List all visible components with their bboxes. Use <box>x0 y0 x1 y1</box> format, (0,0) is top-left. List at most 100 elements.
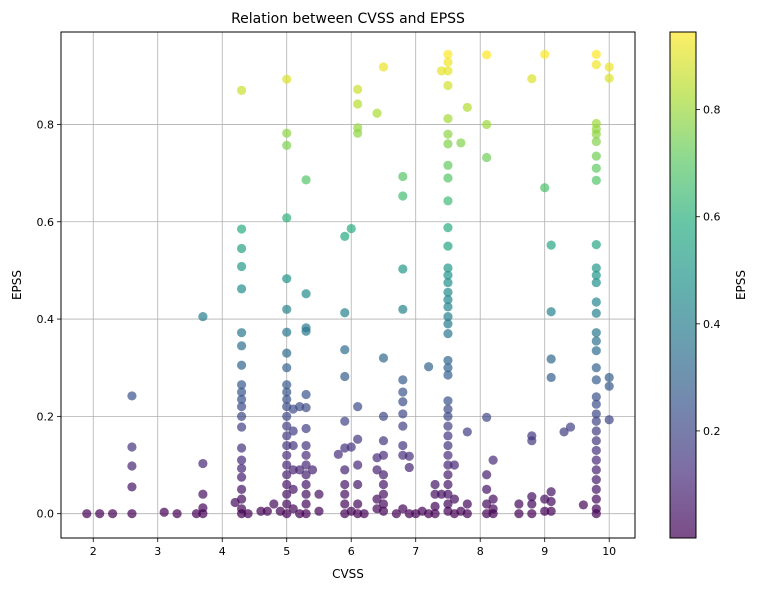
data-point <box>262 506 272 516</box>
data-point <box>591 426 601 436</box>
data-point <box>236 394 247 404</box>
data-point <box>591 297 601 307</box>
data-point <box>282 327 292 337</box>
data-point <box>591 445 601 456</box>
data-point <box>482 412 492 422</box>
data-point <box>295 509 305 519</box>
data-point <box>288 504 298 514</box>
data-point <box>295 465 305 475</box>
data-point <box>443 329 453 339</box>
data-point <box>256 506 266 516</box>
data-point <box>353 84 363 95</box>
colorbar-tick-label: 0.4 <box>703 318 721 331</box>
data-point <box>591 308 601 318</box>
data-point <box>288 440 298 451</box>
data-point <box>301 289 311 299</box>
data-point <box>546 496 556 507</box>
data-point <box>282 363 292 373</box>
y-tick-label: 0.8 <box>37 118 55 131</box>
data-point <box>436 66 447 76</box>
data-point <box>398 397 408 407</box>
data-point <box>482 470 492 480</box>
data-point <box>398 504 408 514</box>
data-point <box>591 151 601 161</box>
data-point <box>591 465 601 475</box>
data-point <box>353 99 363 109</box>
data-point <box>172 509 182 519</box>
data-points <box>82 49 614 519</box>
data-point <box>482 152 492 163</box>
data-point <box>527 499 537 509</box>
data-point <box>604 381 614 391</box>
data-point <box>282 489 292 499</box>
data-point <box>236 360 247 370</box>
data-point <box>127 482 137 492</box>
data-point <box>353 509 363 519</box>
data-point <box>443 277 453 288</box>
data-point <box>282 411 292 421</box>
data-point <box>282 460 292 470</box>
data-point <box>378 470 389 480</box>
data-point <box>430 509 440 519</box>
data-point <box>301 423 311 434</box>
data-point <box>236 494 247 504</box>
data-point <box>443 396 453 406</box>
data-point <box>398 304 408 314</box>
data-point <box>488 509 498 519</box>
data-point <box>604 415 614 425</box>
data-point <box>443 363 453 373</box>
data-point <box>443 222 453 233</box>
data-point <box>82 509 92 519</box>
data-point <box>236 224 247 234</box>
data-point <box>514 499 524 509</box>
data-point <box>282 74 292 84</box>
data-point <box>604 73 614 83</box>
data-point <box>236 85 247 95</box>
data-point <box>591 136 601 147</box>
data-point <box>591 509 601 519</box>
data-point <box>346 223 356 234</box>
data-point <box>430 501 440 511</box>
data-point <box>236 341 247 351</box>
data-point <box>443 355 453 366</box>
data-point <box>443 263 453 273</box>
data-point <box>307 465 318 475</box>
data-point <box>282 440 292 451</box>
y-tick-label: 0.2 <box>37 410 55 423</box>
data-point <box>282 470 292 480</box>
data-point <box>243 509 253 519</box>
data-point <box>236 455 247 465</box>
data-point <box>443 370 453 380</box>
data-point <box>282 509 292 519</box>
data-point <box>482 499 492 509</box>
data-point <box>591 336 601 346</box>
data-point <box>527 436 537 446</box>
data-point <box>198 489 208 499</box>
data-point <box>591 240 601 250</box>
data-point <box>462 102 472 113</box>
y-axis-label: EPSS <box>10 270 24 300</box>
data-point <box>398 375 408 385</box>
data-point <box>565 422 576 432</box>
data-point <box>378 479 389 490</box>
data-point <box>301 326 311 336</box>
data-point <box>449 494 460 504</box>
x-tick-label: 9 <box>541 545 548 558</box>
data-point <box>127 391 137 401</box>
colorbar-tick-label: 0.6 <box>703 211 721 224</box>
data-point <box>482 119 492 130</box>
data-point <box>488 455 498 465</box>
data-point <box>404 451 414 461</box>
data-point <box>591 328 601 338</box>
data-point <box>236 328 247 338</box>
data-point <box>540 49 550 59</box>
colorbar <box>669 31 697 539</box>
data-point <box>340 499 350 509</box>
data-point <box>236 509 247 519</box>
data-point <box>443 460 453 470</box>
y-tick-label: 0.6 <box>37 216 55 229</box>
data-point <box>236 472 247 482</box>
x-tick-label: 7 <box>412 545 419 558</box>
data-point <box>301 479 311 490</box>
data-point <box>372 494 382 504</box>
